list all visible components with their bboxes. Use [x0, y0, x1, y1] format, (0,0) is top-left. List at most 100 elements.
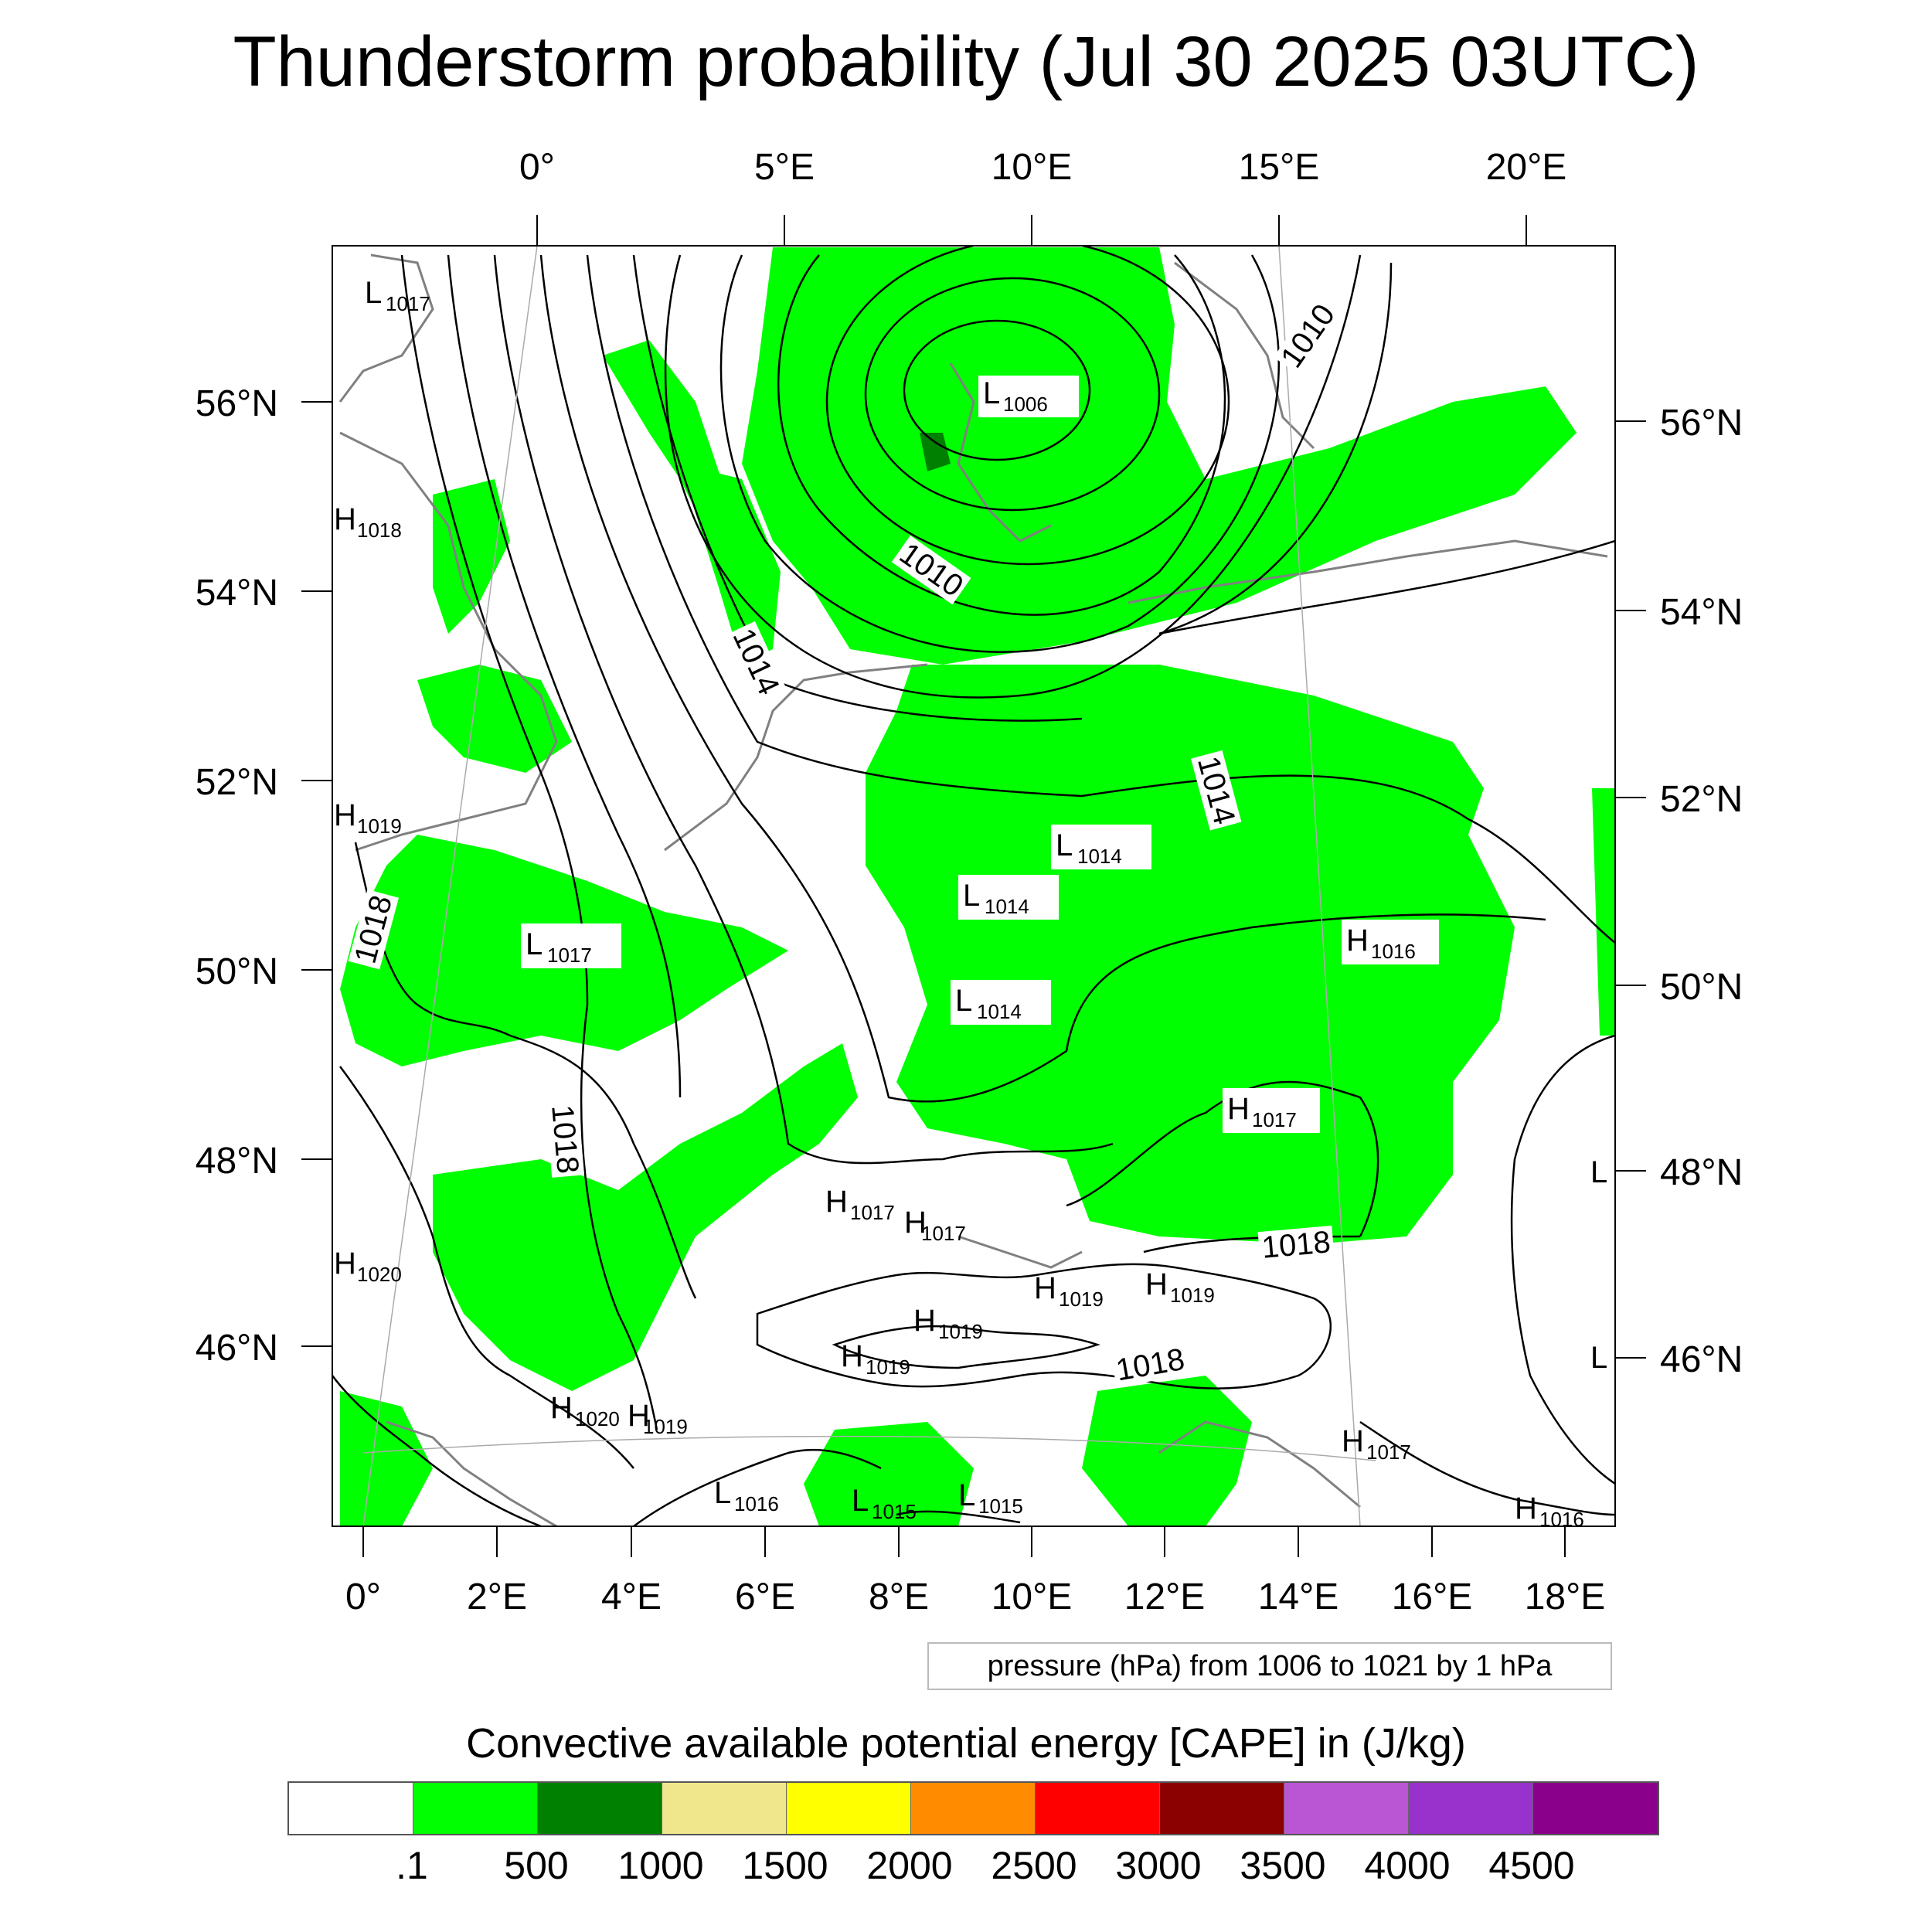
pressure-center-value: 1017: [386, 292, 430, 315]
pressure-centers: L 1017 H 1018 L 1006 H 1019 L 1014 L 1014 L 101…: [334, 276, 1607, 1531]
isobar-1011: [719, 254, 1280, 653]
isobar-1007: [903, 319, 1091, 461]
pressure-center-value: 1020: [575, 1407, 620, 1430]
pressure-center-letter: H: [1034, 1271, 1056, 1305]
pressure-center-letter: H: [628, 1399, 650, 1433]
cape-area-north-low: [742, 247, 1577, 665]
map-content: [332, 246, 1615, 1526]
colorbar-box: [289, 1783, 413, 1834]
bottom-lon-label: 18°E: [1525, 1577, 1606, 1617]
colorbar-label: 3000: [1115, 1844, 1202, 1887]
pressure-center-letter: H: [1227, 1092, 1250, 1126]
isobar-1014: [586, 254, 1615, 944]
colorbar-label: 2500: [991, 1844, 1077, 1887]
isobar-1019-alps: [756, 1263, 1332, 1389]
pressure-center-value: 1017: [1366, 1440, 1411, 1464]
colorbar-box: [413, 1783, 538, 1834]
coastline-france-south: [386, 1420, 557, 1526]
coastline-benelux: [664, 663, 928, 852]
bottom-lon-label: 14°E: [1258, 1577, 1339, 1617]
bottom-lon-label: 0°: [345, 1577, 381, 1617]
colorbar: [287, 1781, 1659, 1835]
coastline-swiss-lakes: [957, 1235, 1083, 1269]
isobar-south-1: [633, 1448, 882, 1526]
pressure-center-letter: H: [841, 1339, 863, 1373]
top-lon-label: 15°E: [1239, 147, 1320, 188]
pressure-center-value: 1019: [1059, 1287, 1104, 1311]
right-lat-label: 50°N: [1660, 967, 1743, 1008]
pressure-center-letter: H: [1515, 1492, 1537, 1526]
tick-marks: [301, 215, 1646, 1557]
colorbar-box: [1284, 1783, 1409, 1834]
colorbar-box: [1160, 1783, 1284, 1834]
bottom-lon-label: 4°E: [601, 1577, 662, 1617]
pressure-center-value: 1019: [643, 1415, 688, 1438]
pressure-center-letter: L: [1590, 1155, 1607, 1189]
map-title: Thunderstorm probability (Jul 30 2025 03…: [233, 22, 1699, 101]
pressure-center-value: 1014: [1077, 845, 1122, 868]
colorbar-box: [1036, 1783, 1160, 1834]
coastline-england: [339, 431, 558, 852]
left-lat-labels: 56°N 54°N 52°N 50°N 48°N 46°N: [196, 383, 278, 1369]
pressure-center-value: 1016: [1371, 940, 1416, 963]
bottom-lon-label: 12°E: [1124, 1577, 1206, 1617]
pressure-center-value: 1019: [866, 1355, 910, 1379]
pressure-center-letter: H: [334, 798, 356, 832]
colorbar-box: [662, 1783, 787, 1834]
cape-area-corsica: [340, 1391, 433, 1526]
pressure-center-value: 1018: [357, 519, 402, 542]
colorbar-box: [911, 1783, 1036, 1834]
cape-area-adriatic: [1082, 1376, 1252, 1526]
colorbar-title: Convective available potential energy [C…: [466, 1720, 1466, 1767]
top-lon-label: 20°E: [1486, 147, 1567, 188]
left-lat-label: 46°N: [196, 1328, 278, 1369]
colorbar-box: [1533, 1783, 1658, 1834]
left-lat-label: 56°N: [196, 383, 278, 424]
colorbar-label: 4500: [1488, 1844, 1575, 1887]
pressure-center-letter: L: [963, 879, 980, 913]
pressure-center-value: 1017: [850, 1201, 895, 1224]
pressure-center-value: 1017: [921, 1222, 966, 1245]
pressure-center-value: 1019: [938, 1320, 983, 1343]
map-frame: [332, 245, 1616, 1527]
right-lat-label: 46°N: [1660, 1339, 1743, 1380]
colorbar-label: 1000: [617, 1844, 704, 1887]
pressure-center-letter: H: [1346, 923, 1369, 957]
isobar-south-2: [896, 1510, 1021, 1524]
isobar-east: [1510, 1034, 1615, 1485]
isobar-label: 1018: [545, 1104, 585, 1175]
colorbar-label: 4000: [1364, 1844, 1451, 1887]
cape-area-southwest: [433, 1043, 858, 1391]
pressure-center-letter: L: [958, 1478, 975, 1512]
pressure-center-value: 1017: [547, 944, 592, 967]
pressure-center-letter: L: [983, 376, 1000, 410]
cape-area-dark-green: [920, 433, 951, 471]
pressure-center-letter: H: [1342, 1424, 1364, 1458]
coastline-adriatic: [1158, 1420, 1361, 1509]
bottom-lon-label: 6°E: [735, 1577, 795, 1617]
pressure-center-value: 1019: [357, 815, 402, 838]
contour-info-box: pressure (hPa) from 1006 to 1021 by 1 hP…: [927, 1642, 1612, 1690]
pressure-center-letter: L: [1590, 1341, 1607, 1375]
coastline-sweden: [1174, 261, 1315, 450]
pressure-center-letter: L: [955, 984, 972, 1018]
pressure-center-value: 1014: [977, 1000, 1022, 1023]
isobar-1020-alps: [832, 1325, 1100, 1369]
pressure-center-letter: H: [550, 1391, 573, 1425]
cape-area-uk-south: [417, 665, 572, 773]
bottom-lon-label: 2°E: [467, 1577, 527, 1617]
isobar-1010: [777, 254, 1226, 616]
colorbar-box: [538, 1783, 662, 1834]
isobar-1015: [539, 254, 1546, 1103]
bottom-lon-labels: 0° 2°E 4°E 6°E 8°E 10°E 12°E 14°E 16°E 1…: [345, 1577, 1605, 1617]
pressure-center-value: 1017: [1252, 1108, 1297, 1131]
colorbar-label: .1: [396, 1844, 428, 1887]
pressure-center-value: 1015: [978, 1495, 1023, 1518]
pressure-center-value: 1019: [1170, 1284, 1215, 1307]
pressure-center-letter: L: [526, 927, 543, 961]
pressure-center-value: 1006: [1003, 393, 1048, 416]
parallel-46n: [362, 1435, 1376, 1461]
top-lon-label: 0°: [519, 147, 555, 188]
pressure-center-letter: L: [852, 1484, 869, 1518]
isobar-southeast: [1359, 1420, 1615, 1516]
